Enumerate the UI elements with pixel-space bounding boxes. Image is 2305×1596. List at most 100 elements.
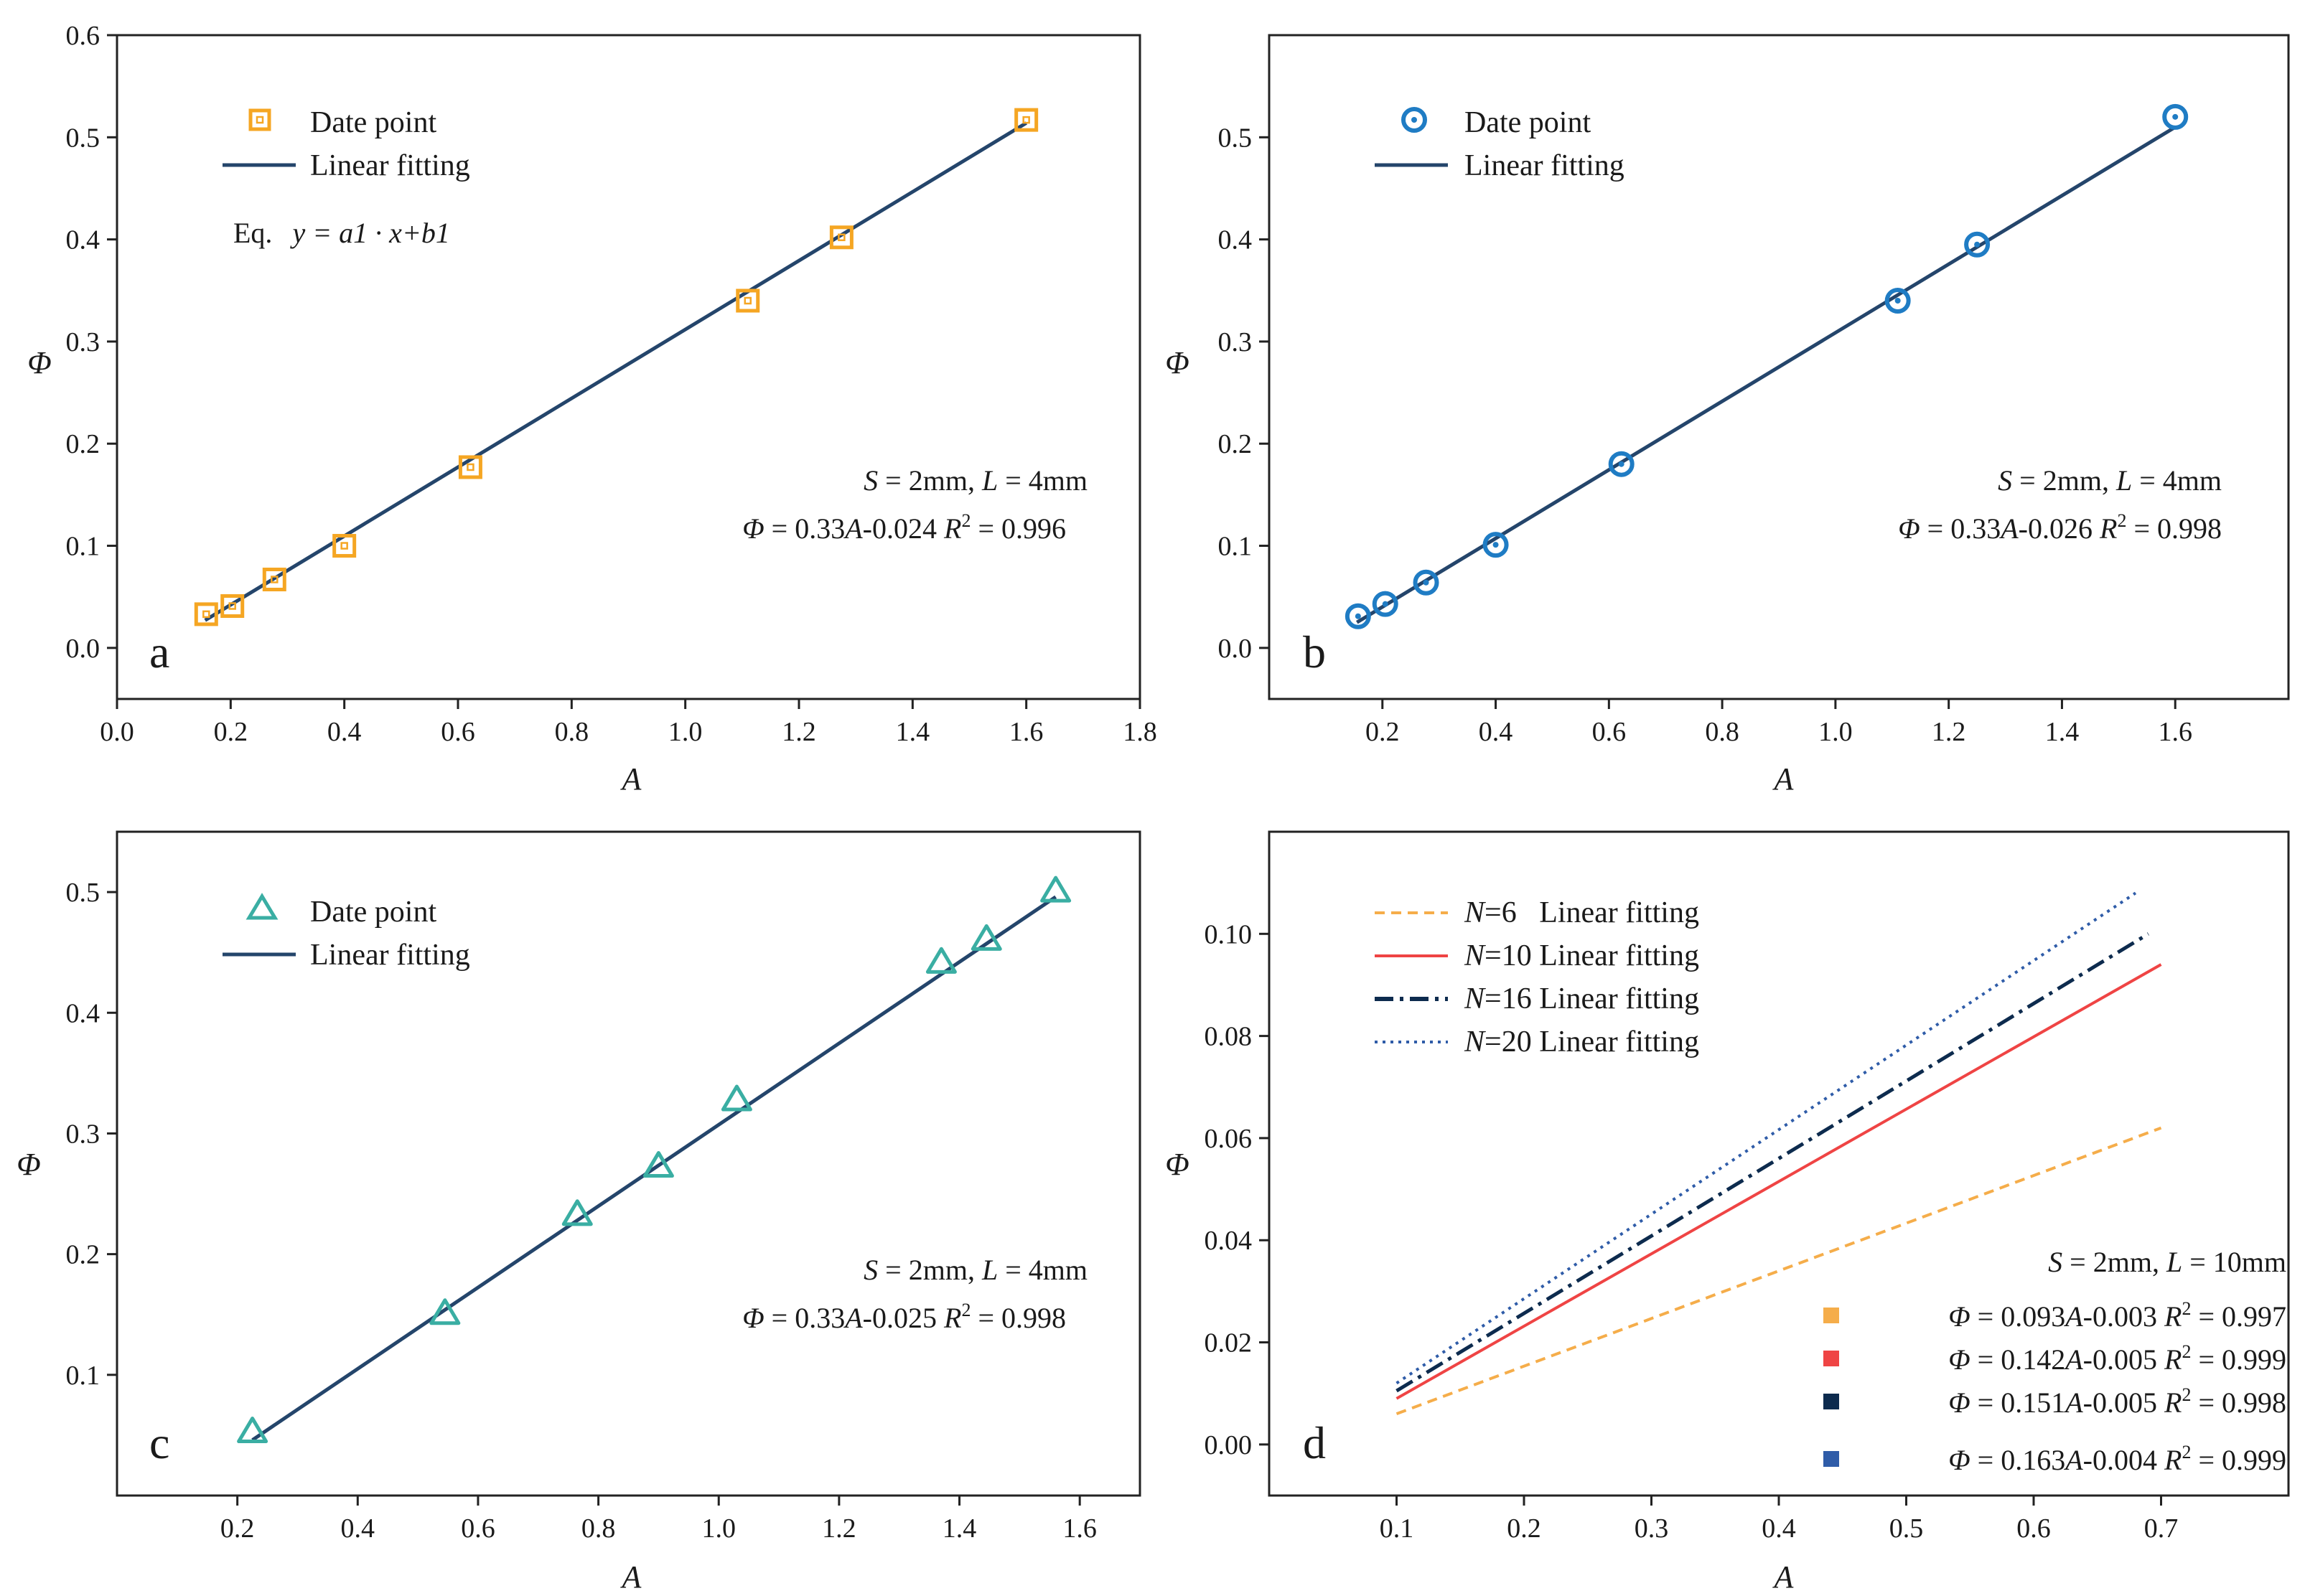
y-tick-label: 0.3: [66, 327, 100, 357]
panel-c-legend-fit: Linear fitting: [310, 939, 470, 972]
data-point: [1482, 532, 1509, 558]
data-point-center: [1492, 542, 1499, 548]
y-tick-label: 0.2: [66, 1240, 100, 1270]
data-point-center: [228, 602, 236, 610]
x-tick-label: 0.4: [1762, 1513, 1796, 1544]
panel-a-xlabel: A: [620, 761, 642, 797]
y-tick-label: 0.0: [1218, 634, 1253, 664]
panel-b-points: [1345, 103, 2189, 629]
x-tick-label: 0.1: [1380, 1513, 1414, 1544]
panel-c-letter: c: [149, 1417, 169, 1468]
series-line: [1395, 963, 2162, 1400]
panel-a-frame: [116, 34, 1141, 700]
x-tick-label: 1.4: [943, 1513, 977, 1544]
y-tick-label: 0.00: [1205, 1430, 1253, 1460]
data-point: [642, 1151, 674, 1178]
y-tick-label: 0.6: [66, 21, 100, 51]
panel-a-ylabel: Φ: [27, 345, 52, 380]
data-point: [971, 924, 1002, 951]
panel-c-fit-equation: Φ = 0.33A-0.025 R2 = 0.998: [742, 1300, 1066, 1334]
panel-d-eq-n6: Φ = 0.093A-0.003 R2 = 0.997: [1948, 1298, 2286, 1333]
panel-c-legend-points: Date point: [310, 896, 436, 929]
x-tick-label: 0.2: [1365, 717, 1400, 747]
y-tick-label: 0.4: [66, 225, 100, 255]
panel-d-legend-n16: N=16 Linear fitting: [1464, 982, 1699, 1015]
y-tick-label: 0.5: [66, 123, 100, 153]
y-tick-label: 0.1: [1218, 532, 1253, 562]
panel-c-legend: Date point Linear fitting: [223, 893, 470, 972]
panel-b-ylabel: Φ: [1165, 345, 1189, 380]
x-tick-label: 0.4: [1479, 717, 1513, 747]
data-point: [332, 534, 357, 558]
x-tick-label: 0.8: [1705, 717, 1739, 747]
x-tick-label: 1.2: [782, 717, 816, 747]
panel-c-ticks: 0.2 0.4 0.6 0.8 1.0 1.2 1.4 1.6 0.1 0.2 0.3 0.4 0.5: [66, 878, 1097, 1544]
panel-b-legend-fit: Linear fitting: [1464, 149, 1624, 182]
panel-b-legend: Date point Linear fitting: [1375, 106, 1624, 182]
data-point-center: [1022, 116, 1030, 124]
data-point: [561, 1199, 593, 1226]
x-tick-label: 0.6: [441, 717, 475, 747]
panel-a-legend-points: Date point: [310, 106, 436, 139]
x-tick-label: 0.2: [220, 1513, 255, 1544]
x-tick-label: 1.4: [2045, 717, 2080, 747]
data-point-center: [1355, 613, 1361, 619]
x-tick-label: 0.6: [2016, 1513, 2051, 1544]
data-point-center: [340, 542, 348, 550]
panel-b-legend-marker: [1401, 107, 1427, 133]
series-line: [1395, 1126, 2162, 1416]
panel-a-points: [194, 108, 1039, 626]
panel-d-condition: S = 2mm, L = 10mm: [2048, 1246, 2286, 1278]
y-tick-label: 0.04: [1205, 1226, 1253, 1256]
x-tick-label: 0.4: [327, 717, 362, 747]
panel-a-legend: Date point Linear fitting: [223, 106, 470, 182]
x-tick-label: 1.6: [2158, 717, 2192, 747]
data-point: [925, 947, 957, 974]
panel-c: 0.2 0.4 0.6 0.8 1.0 1.2 1.4 1.60.10.20.30.40.5 …: [17, 830, 1141, 1595]
panel-a: 0.0 0.2 0.4 0.6 0.8 1.0 1.2 1.4 1.6 1.8 0.0 0.1 0.2 0…: [27, 21, 1157, 797]
data-point-center: [1618, 461, 1624, 467]
data-point: [220, 594, 245, 618]
panel-a-legend-fit: Linear fitting: [310, 149, 470, 182]
panel-c-xlabel: A: [620, 1559, 642, 1595]
panel-b-letter: b: [1303, 626, 1326, 677]
panel-d-eq-n20: Φ = 0.163A-0.004 R2 = 0.999: [1948, 1442, 2286, 1476]
data-point: [1884, 288, 1911, 314]
x-tick-label: 0.6: [1592, 717, 1627, 747]
y-tick-label: 0.1: [66, 1361, 100, 1391]
data-point: [1413, 569, 1439, 596]
x-tick-label: 0.8: [555, 717, 589, 747]
panel-b-frame: [1268, 34, 2290, 700]
panel-d-series-lines: [1395, 891, 2162, 1416]
x-tick-label: 0.4: [341, 1513, 375, 1544]
panel-a-letter: a: [149, 626, 169, 677]
y-tick-label: 0.10: [1205, 919, 1253, 949]
y-tick-label: 0.1: [66, 532, 100, 562]
panel-d-ylabel: Φ: [1165, 1147, 1189, 1182]
x-tick-label: 1.0: [1818, 717, 1853, 747]
panel-b-legend-marker-dot: [1411, 117, 1417, 123]
data-point: [1608, 451, 1635, 477]
panel-d-legend-n6: N=6 Linear fitting: [1464, 896, 1699, 929]
y-tick-label: 0.0: [66, 634, 100, 664]
data-point-center: [271, 576, 279, 583]
x-tick-label: 1.0: [668, 717, 703, 747]
x-tick-label: 1.4: [896, 717, 930, 747]
data-point: [1040, 876, 1072, 903]
panel-d-ticks: 0.1 0.2 0.3 0.4 0.5 0.6 0.7 0.00 0.02 0.04 0.06 0.0…: [1205, 919, 2179, 1544]
panel-c-fit-line: [251, 895, 1057, 1442]
y-tick-label: 0.3: [66, 1119, 100, 1149]
panel-d-eq-swatch-n16: [1823, 1394, 1839, 1409]
x-tick-label: 0.7: [2144, 1513, 2179, 1544]
panel-d-xlabel: A: [1772, 1559, 1795, 1595]
data-point: [262, 568, 286, 591]
x-tick-label: 0.0: [100, 717, 134, 747]
x-tick-label: 0.2: [214, 717, 248, 747]
y-tick-label: 0.08: [1205, 1022, 1253, 1052]
y-tick-label: 0.2: [66, 429, 100, 459]
panel-a-ticks: 0.0 0.2 0.4 0.6 0.8 1.0 1.2 1.4 1.6 1.8 0.0 0.1 0.2 0…: [66, 21, 1157, 747]
x-tick-label: 1.2: [1932, 717, 1966, 747]
x-tick-label: 1.0: [701, 1513, 736, 1544]
data-point-center: [744, 296, 752, 305]
data-point: [721, 1084, 752, 1112]
